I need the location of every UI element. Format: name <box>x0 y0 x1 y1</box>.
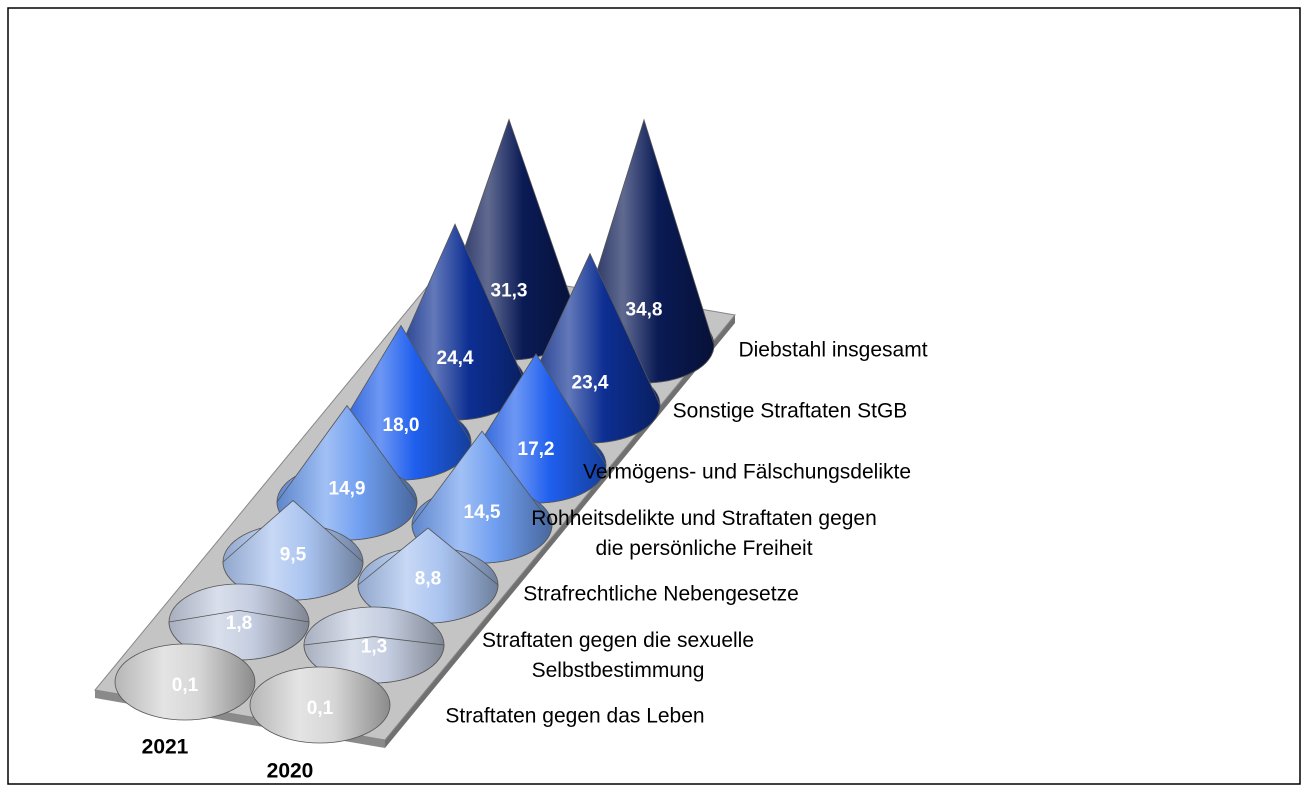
category-label: Rohheitsdelikte und Straftaten gegen die … <box>531 507 877 560</box>
series-label: 2020 <box>267 760 314 783</box>
value-label: 0,1 <box>172 675 199 696</box>
category-label: Straftaten gegen das Leben <box>445 705 704 728</box>
value-label: 14,5 <box>464 502 501 523</box>
category-label: Diebstahl insgesamt <box>738 339 927 362</box>
category-label: Strafrechtliche Nebengesetze <box>523 583 799 606</box>
value-label: 24,4 <box>437 348 474 369</box>
value-label: 34,8 <box>626 300 663 321</box>
cone-body <box>222 500 364 601</box>
category-label: Vermögens- und Fälschungsdelikte <box>583 461 911 484</box>
value-label: 1,8 <box>226 613 252 634</box>
value-label: 17,2 <box>518 439 555 460</box>
value-label: 1,3 <box>361 637 387 658</box>
cone-base <box>114 643 256 721</box>
value-label: 0,1 <box>307 698 334 719</box>
cone <box>168 583 310 661</box>
value-label: 23,4 <box>572 372 609 393</box>
value-label: 8,8 <box>415 568 441 589</box>
value-label: 14,9 <box>329 479 366 500</box>
cone <box>222 500 364 601</box>
cone <box>114 643 256 721</box>
cone <box>249 666 391 744</box>
cone-base <box>249 666 391 744</box>
cone-body <box>357 527 499 624</box>
category-label: Straftaten gegen die sexuelle Selbstbesti… <box>482 629 754 682</box>
value-label: 31,3 <box>491 281 528 302</box>
series-label: 2021 <box>142 736 189 759</box>
value-label: 18,0 <box>383 415 420 436</box>
category-label: Sonstige Straftaten StGB <box>673 400 908 423</box>
value-label: 9,5 <box>280 545 307 566</box>
